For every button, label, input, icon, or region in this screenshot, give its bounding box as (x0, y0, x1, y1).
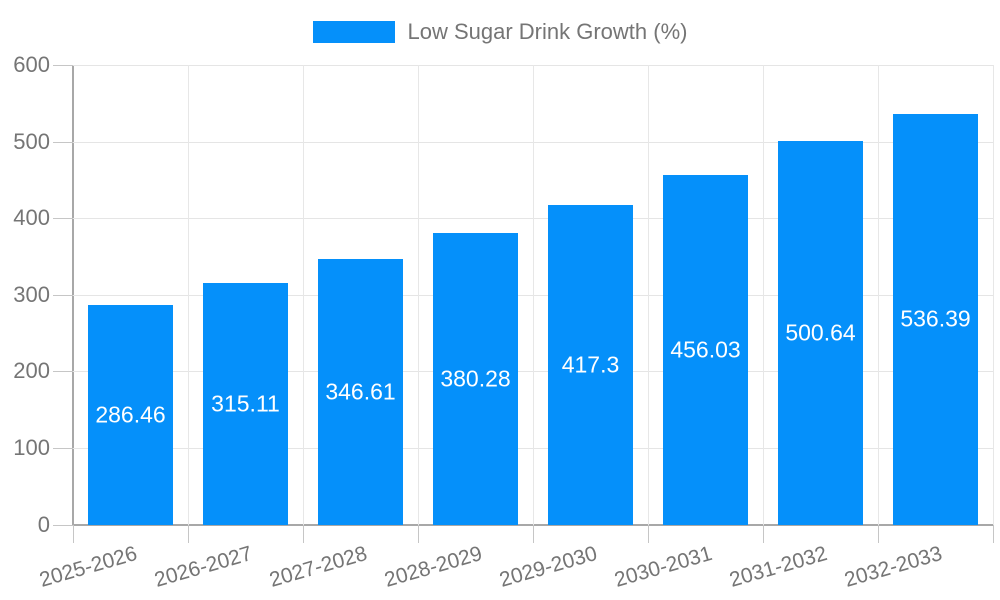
y-axis-tick (53, 294, 73, 296)
x-grid-line (188, 65, 189, 525)
x-axis-label: 2030-2031 (611, 542, 715, 592)
y-axis-tick-label: 200 (13, 358, 50, 384)
bar[interactable] (203, 283, 288, 525)
x-axis-label: 2028-2029 (381, 542, 485, 592)
legend-swatch[interactable] (312, 21, 395, 43)
y-axis-tick-label: 0 (37, 511, 50, 537)
x-axis-tick (303, 524, 304, 543)
bar[interactable] (778, 141, 863, 525)
y-axis-tick (53, 65, 73, 66)
x-axis-tick (188, 524, 189, 543)
bar-value-label: 346.61 (325, 378, 396, 405)
legend-label[interactable]: Low Sugar Drink Growth (%) (407, 19, 688, 44)
x-grid-line (878, 65, 879, 525)
bar[interactable] (893, 113, 978, 525)
x-grid-line (763, 65, 764, 525)
y-axis-tick-label: 300 (13, 281, 50, 307)
x-axis-tick (993, 524, 994, 543)
y-axis-tick-label: 500 (13, 128, 50, 154)
x-grid-line (418, 65, 419, 525)
bar-value-label: 417.3 (561, 351, 620, 378)
y-axis-tick (53, 524, 73, 526)
x-axis-tick (648, 524, 649, 543)
x-axis-tick (73, 524, 74, 543)
y-axis-tick (53, 371, 73, 373)
x-axis-label: 2031-2032 (726, 542, 830, 592)
x-axis-label: 2026-2027 (151, 542, 255, 592)
y-axis-tick-label: 600 (13, 52, 50, 77)
x-axis-label: 2032-2033 (841, 542, 945, 592)
bar-value-label: 380.28 (440, 365, 511, 392)
x-grid-line (533, 65, 534, 525)
bar[interactable] (318, 259, 403, 525)
x-axis-label: 2025-2026 (36, 542, 140, 592)
bar-value-label: 500.64 (785, 319, 856, 346)
x-axis-tick (533, 524, 534, 543)
bar-value-label: 315.11 (211, 390, 280, 417)
x-grid-line (993, 65, 994, 525)
y-axis-tick (53, 447, 73, 449)
x-axis-tick (763, 524, 764, 543)
bar[interactable] (663, 175, 748, 525)
bar[interactable] (433, 233, 518, 525)
x-axis-tick (878, 524, 879, 543)
y-axis-tick (53, 141, 73, 143)
plot-area: 0 100 200 300 400 500 600 286.46 2025-2026 315.11… (13, 52, 994, 592)
bar[interactable] (548, 204, 633, 525)
y-axis-tick-label: 400 (13, 205, 50, 231)
x-axis-label: 2027-2028 (266, 542, 370, 592)
x-grid-line (303, 65, 304, 525)
x-axis-label: 2029-2030 (496, 542, 600, 592)
legend[interactable]: Low Sugar Drink Growth (%) (0, 21, 1000, 43)
x-axis-tick (418, 524, 419, 543)
bar-value-label: 286.46 (95, 401, 166, 428)
bar[interactable] (88, 305, 173, 525)
y-axis-tick-label: 100 (13, 434, 50, 460)
x-grid-line (648, 65, 649, 525)
bar-value-label: 536.39 (900, 305, 971, 332)
y-axis-tick (53, 218, 73, 220)
bar-value-label: 456.03 (670, 336, 741, 363)
